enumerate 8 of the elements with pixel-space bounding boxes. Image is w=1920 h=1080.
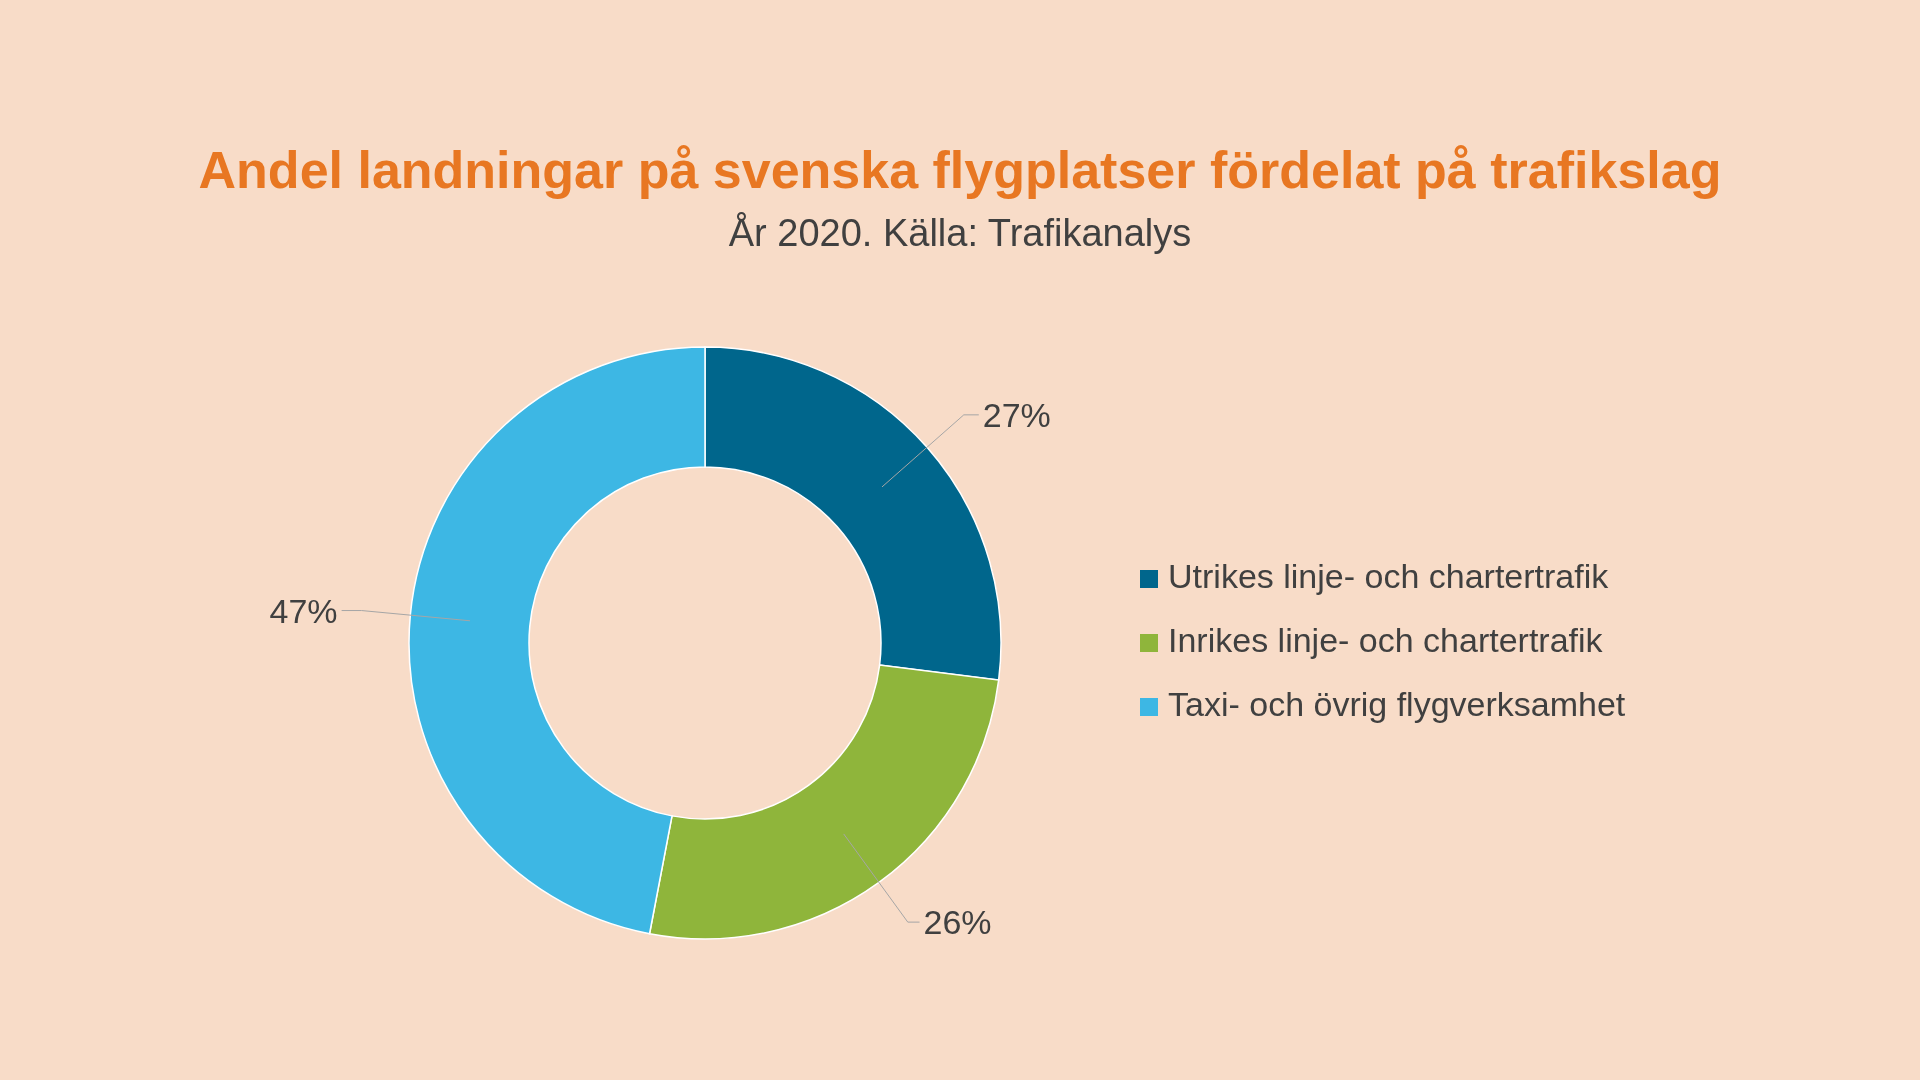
data-label: 47% (269, 591, 338, 630)
chart-title: Andel landningar på svenska flygplatser fördelat på trafikslag (197, 140, 1723, 200)
data-label: 26% (923, 903, 992, 942)
legend-label: Taxi- och övrig flygverksamhet (1168, 685, 1626, 723)
legend-label: Utrikes linje- och chartertrafik (1168, 557, 1609, 595)
data-label: 27% (982, 395, 1051, 434)
legend-label: Inrikes linje- och chartertrafik (1168, 621, 1603, 659)
chart-subtitle: År 2020. Källa: Trafikanalys (727, 212, 1193, 255)
